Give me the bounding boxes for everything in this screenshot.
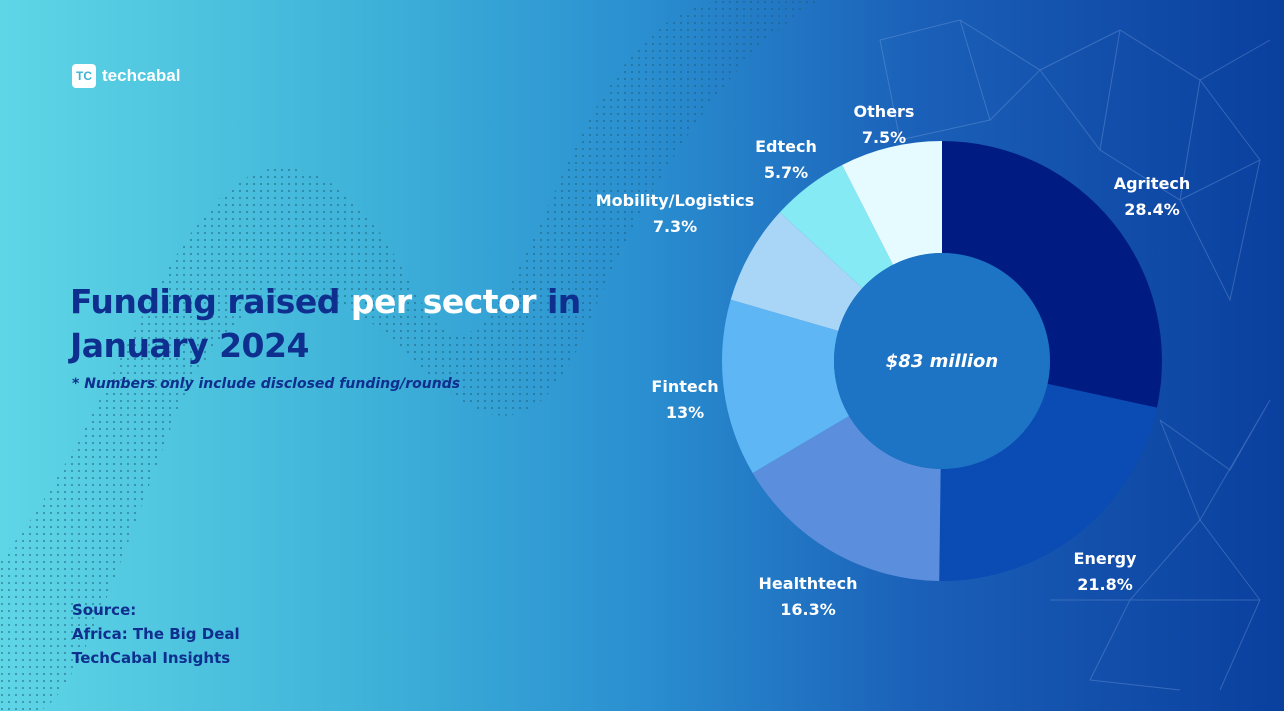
page-title: Funding raised per sector in January 202… [70,280,590,368]
title-part-3: in January 2024 [70,282,581,365]
source-line-1: Africa: The Big Deal [72,625,240,643]
slice-others [842,141,942,265]
slice-energy [939,383,1157,581]
title-part-1: Funding raised [70,282,351,321]
source-line-2: TechCabal Insights [72,649,231,667]
source-block: Source: Africa: The Big Deal TechCabal I… [72,598,240,670]
brand-name: techcabal [102,66,181,85]
source-heading: Source: [72,601,137,619]
slice-label-energy: Energy [1074,549,1138,568]
center-total-label: $83 million [886,351,998,372]
slice-agritech [942,141,1162,408]
slice-value-fintech: 13% [666,403,704,422]
techcabal-logo: TC techcabal [72,64,180,88]
slice-label-others: Others [854,102,915,121]
dotted-wave [0,0,820,711]
slice-value-healthtech: 16.3% [780,600,836,619]
slice-label-agritech: Agritech [1114,174,1191,193]
slice-mobility-logistics [730,212,863,331]
slice-value-edtech: 5.7% [764,163,808,182]
donut-hole [834,253,1050,469]
slice-edtech [779,164,893,289]
title-highlight: per sector [350,282,537,321]
slice-label-fintech: Fintech [651,377,718,396]
slice-healthtech [752,415,941,581]
slice-fintech [722,299,850,473]
slice-value-mobility-logistics: 7.3% [653,217,697,236]
logo-mark-icon: TC [72,64,96,88]
subtitle-note: * Numbers only include disclosed funding… [72,376,461,392]
slice-label-healthtech: Healthtech [759,574,858,593]
slice-value-energy: 21.8% [1077,575,1133,594]
slice-value-others: 7.5% [862,128,906,147]
slice-label-mobility-logistics: Mobility/Logistics [596,191,755,210]
network-lines [879,19,1271,691]
slice-label-edtech: Edtech [755,137,817,156]
slice-value-agritech: 28.4% [1124,200,1180,219]
